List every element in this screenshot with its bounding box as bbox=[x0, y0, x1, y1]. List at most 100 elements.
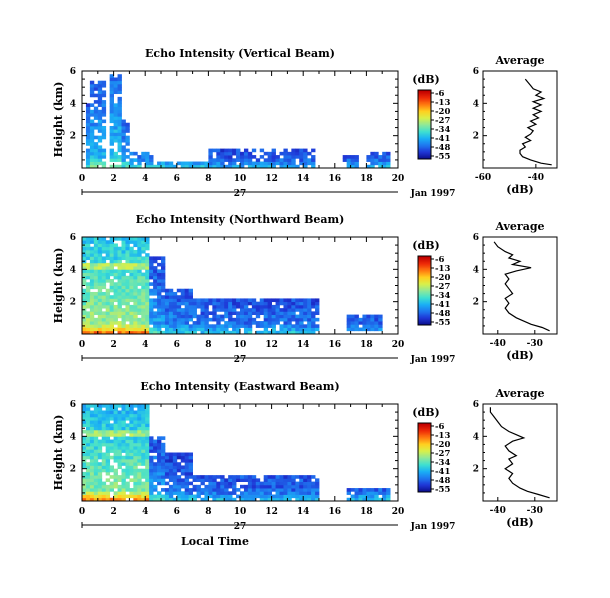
heatmap-cell bbox=[311, 314, 316, 319]
colorbar-unit: (dB) bbox=[412, 73, 439, 86]
heatmap-cell bbox=[315, 317, 320, 322]
heatmap-cell bbox=[141, 446, 146, 450]
heatmap-cell bbox=[366, 324, 371, 328]
heatmap-cell bbox=[168, 471, 174, 476]
colorbar-segment bbox=[418, 480, 431, 483]
colorbar-segment bbox=[418, 155, 431, 158]
heatmap-cell bbox=[121, 138, 126, 143]
heatmap-cell bbox=[370, 324, 375, 328]
heatmap-cell bbox=[141, 311, 146, 315]
heatmap-cell bbox=[299, 301, 304, 306]
heatmap-cell bbox=[89, 125, 95, 130]
colorbar-segment bbox=[418, 446, 431, 448]
heatmap-cell bbox=[358, 321, 363, 325]
panel-title: Echo Intensity (Eastward Beam) bbox=[140, 380, 339, 393]
heatmap-cell bbox=[208, 148, 213, 153]
heatmap-cell bbox=[121, 282, 126, 286]
heatmap-cell bbox=[129, 308, 134, 312]
heatmap-cell bbox=[164, 164, 170, 169]
heatmap-cell bbox=[153, 291, 158, 296]
heatmap-cell bbox=[117, 497, 122, 502]
heatmap-cell bbox=[89, 93, 95, 98]
heatmap-cell bbox=[141, 259, 146, 264]
heatmap-cell bbox=[299, 330, 304, 335]
y-axis-label: Height (km) bbox=[52, 82, 65, 158]
heatmap-cell bbox=[161, 301, 166, 306]
panel-title: Echo Intensity (Vertical Beam) bbox=[145, 47, 335, 60]
heatmap-cell bbox=[93, 87, 99, 91]
heatmap-cell bbox=[271, 494, 276, 499]
heatmap-cell bbox=[97, 327, 103, 332]
average-x-tick-label: -60 bbox=[475, 173, 491, 183]
colorbar-segment bbox=[418, 305, 431, 308]
heatmap-cell bbox=[97, 321, 103, 325]
heatmap-cell bbox=[164, 317, 170, 322]
heatmap-cell bbox=[101, 129, 107, 133]
heatmap-cell bbox=[149, 475, 154, 479]
heatmap-cell bbox=[164, 468, 170, 473]
colorbar-segment bbox=[418, 462, 431, 464]
heatmap-cell bbox=[97, 145, 103, 149]
heatmap-cell bbox=[93, 142, 99, 146]
colorbar-segment bbox=[418, 471, 431, 473]
heatmap-cell bbox=[125, 484, 130, 489]
heatmap-cell bbox=[89, 253, 95, 257]
heatmap-cell bbox=[129, 407, 134, 411]
heatmap-cell bbox=[212, 478, 217, 482]
heatmap-cell bbox=[224, 330, 229, 335]
heatmap-cell bbox=[101, 465, 107, 470]
heatmap-cell bbox=[188, 465, 193, 470]
heatmap-cell bbox=[145, 442, 150, 447]
heatmap-cell bbox=[220, 161, 225, 166]
heatmap-cell bbox=[212, 311, 217, 315]
colorbar-segment bbox=[418, 488, 431, 491]
heatmap-cell bbox=[121, 488, 126, 492]
heatmap-cell bbox=[287, 158, 292, 162]
heatmap-cell bbox=[121, 324, 126, 328]
heatmap-cell bbox=[307, 330, 312, 335]
heatmap-cell bbox=[161, 471, 166, 476]
heatmap-cell bbox=[204, 164, 209, 169]
heatmap-cell bbox=[93, 262, 99, 267]
heatmap-cell bbox=[287, 311, 292, 315]
heatmap-cell bbox=[137, 249, 142, 254]
heatmap-cell bbox=[105, 416, 111, 421]
heatmap-cell bbox=[145, 423, 150, 428]
heatmap-cell bbox=[125, 439, 130, 444]
heatmap-cell bbox=[176, 465, 182, 470]
heatmap-cell bbox=[259, 308, 265, 312]
heatmap-cell bbox=[161, 465, 166, 470]
heatmap-cell bbox=[93, 253, 99, 257]
heatmap-cell bbox=[109, 135, 114, 140]
heatmap-cell bbox=[101, 109, 107, 114]
heatmap-cell bbox=[204, 161, 209, 166]
heatmap-cell bbox=[117, 465, 122, 470]
heatmap-cell bbox=[176, 478, 182, 482]
heatmap-cell bbox=[259, 155, 265, 159]
heatmap-cell bbox=[382, 491, 387, 495]
heatmap-cell bbox=[196, 324, 201, 328]
heatmap-cell bbox=[117, 455, 122, 460]
heatmap-cell bbox=[287, 488, 292, 492]
heatmap-cell bbox=[105, 301, 111, 306]
heatmap-cell bbox=[161, 256, 166, 261]
heatmap-cell bbox=[184, 478, 190, 482]
heatmap-cell bbox=[89, 455, 95, 460]
heatmap-cell bbox=[180, 481, 186, 486]
heatmap-cell bbox=[168, 494, 174, 499]
colorbar-segment bbox=[418, 114, 431, 116]
heatmap-cell bbox=[109, 317, 114, 322]
heatmap-cell bbox=[271, 484, 276, 489]
heatmap-cell bbox=[109, 262, 114, 267]
heatmap-cell bbox=[113, 446, 118, 450]
heatmap-cell bbox=[89, 484, 95, 489]
heatmap-cell bbox=[133, 497, 138, 502]
heatmap-cell bbox=[240, 491, 245, 495]
heatmap-cell bbox=[82, 301, 87, 306]
heatmap-cell bbox=[85, 125, 91, 130]
heatmap-cell bbox=[113, 119, 118, 124]
heatmap-cell bbox=[311, 497, 316, 502]
heatmap-cell bbox=[283, 151, 288, 156]
heatmap-cell bbox=[271, 308, 276, 312]
colorbar-segment bbox=[418, 478, 431, 480]
